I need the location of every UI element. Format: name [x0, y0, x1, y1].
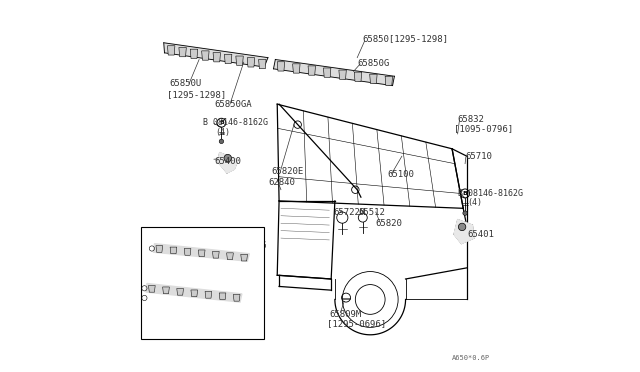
Text: 65710: 65710: [465, 152, 492, 161]
Polygon shape: [170, 247, 177, 254]
Text: 65401: 65401: [467, 230, 494, 239]
Text: B 08146-8162G: B 08146-8162G: [203, 118, 268, 127]
Text: [1295-1298]: [1295-1298]: [168, 90, 227, 99]
Text: (4): (4): [215, 128, 230, 137]
Text: 65820E: 65820E: [271, 167, 304, 176]
Polygon shape: [184, 248, 191, 255]
Polygon shape: [259, 60, 266, 69]
Polygon shape: [385, 76, 392, 86]
FancyBboxPatch shape: [141, 227, 264, 339]
Text: [1095-0796]: [1095-0796]: [454, 124, 513, 133]
Text: 65850GA: 65850GA: [214, 100, 252, 109]
Polygon shape: [146, 283, 242, 302]
Circle shape: [219, 139, 223, 144]
Polygon shape: [202, 51, 209, 60]
Text: 65722M: 65722M: [333, 208, 365, 217]
Text: 65820: 65820: [375, 219, 402, 228]
Polygon shape: [339, 70, 346, 79]
Polygon shape: [163, 287, 170, 294]
Text: B: B: [219, 120, 224, 125]
Polygon shape: [179, 48, 186, 57]
Polygon shape: [236, 56, 243, 65]
Text: 65832: 65832: [458, 115, 484, 124]
Polygon shape: [164, 43, 268, 67]
Polygon shape: [227, 253, 234, 260]
Text: 65850: 65850: [238, 230, 265, 239]
Polygon shape: [225, 54, 232, 64]
Polygon shape: [190, 49, 198, 58]
Text: 65850G: 65850G: [357, 59, 390, 68]
Polygon shape: [219, 293, 226, 299]
Polygon shape: [308, 66, 316, 75]
Polygon shape: [212, 251, 219, 258]
Polygon shape: [205, 291, 212, 298]
Circle shape: [224, 154, 232, 162]
Polygon shape: [156, 246, 163, 252]
Polygon shape: [247, 58, 255, 67]
Text: 65100: 65100: [387, 170, 414, 179]
Polygon shape: [355, 72, 362, 81]
Polygon shape: [154, 244, 250, 261]
Text: 65850GA: 65850GA: [219, 304, 257, 313]
Text: 65850U: 65850U: [223, 291, 255, 300]
Polygon shape: [292, 64, 300, 73]
Text: [1295-0696]: [1295-0696]: [328, 319, 387, 328]
Text: 65809M: 65809M: [330, 310, 362, 319]
Text: 65850U: 65850U: [152, 260, 185, 269]
Polygon shape: [168, 46, 175, 55]
Polygon shape: [323, 68, 331, 77]
Polygon shape: [148, 285, 156, 292]
Polygon shape: [454, 219, 474, 244]
Polygon shape: [213, 52, 221, 62]
Circle shape: [458, 223, 466, 231]
Polygon shape: [234, 295, 240, 301]
Text: B 08146-8162G: B 08146-8162G: [458, 189, 523, 198]
Text: 65850UA: 65850UA: [196, 272, 234, 280]
Text: 65850[1295-1298]: 65850[1295-1298]: [363, 35, 449, 44]
Polygon shape: [277, 62, 285, 71]
Polygon shape: [218, 153, 238, 173]
Text: 65512: 65512: [358, 208, 385, 217]
Text: (4): (4): [467, 198, 482, 207]
Text: [1298-    ]: [1298- ]: [146, 230, 201, 239]
Polygon shape: [177, 288, 184, 295]
Polygon shape: [198, 250, 205, 257]
Polygon shape: [241, 254, 248, 261]
Polygon shape: [370, 74, 377, 83]
Polygon shape: [273, 60, 394, 86]
Text: 65850GA: 65850GA: [154, 269, 192, 278]
Text: B: B: [463, 191, 467, 196]
Text: 65400: 65400: [214, 157, 241, 166]
Text: 65850U: 65850U: [170, 79, 202, 88]
Text: A650*0.6P: A650*0.6P: [452, 355, 490, 361]
Polygon shape: [191, 290, 198, 296]
Text: 65850GB: 65850GB: [199, 291, 237, 300]
Text: 65850G: 65850G: [234, 241, 267, 250]
Circle shape: [463, 211, 467, 215]
Text: 62840: 62840: [268, 178, 295, 187]
